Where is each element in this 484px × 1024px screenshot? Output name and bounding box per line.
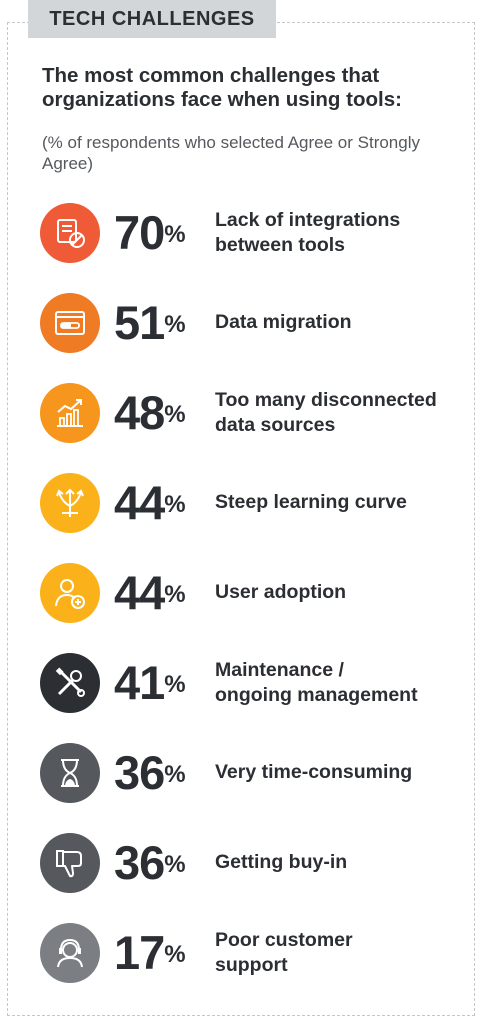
percent-number: 36 xyxy=(114,746,165,799)
challenge-row: 44% Steep learning curve xyxy=(0,470,484,540)
percent-sign: % xyxy=(164,671,186,698)
challenge-label: Data migration xyxy=(215,310,475,335)
challenge-label: Very time-consuming xyxy=(215,760,475,785)
bar-chart-trend-icon xyxy=(40,383,100,443)
percent-sign: % xyxy=(164,941,186,968)
percent-number: 41 xyxy=(114,656,165,709)
percent-sign: % xyxy=(164,761,186,788)
hourglass-icon xyxy=(40,743,100,803)
percent-value: 36% xyxy=(114,748,186,798)
challenge-label: Lack of integrations between tools xyxy=(215,208,475,258)
percent-sign: % xyxy=(164,851,186,878)
percent-value: 70% xyxy=(114,208,186,258)
percent-number: 51 xyxy=(114,296,165,349)
challenge-row: 51% Data migration xyxy=(0,290,484,360)
challenge-label-line: Maintenance / xyxy=(215,659,344,681)
challenge-row: 44% User adoption xyxy=(0,560,484,630)
thumbs-down-icon xyxy=(40,833,100,893)
challenge-label: Poor customer support xyxy=(215,928,475,978)
challenge-row: 48% Too many disconnected data sources xyxy=(0,380,484,450)
percent-number: 44 xyxy=(114,566,165,619)
percent-value: 44% xyxy=(114,478,186,528)
percent-value: 36% xyxy=(114,838,186,888)
challenge-row: 36% Getting buy-in xyxy=(0,830,484,900)
browser-progress-icon xyxy=(40,293,100,353)
challenge-label: Maintenance / ongoing management xyxy=(215,658,475,708)
challenge-row: 17% Poor customer support xyxy=(0,920,484,990)
challenge-label-line: Very time-consuming xyxy=(215,761,413,783)
percent-value: 48% xyxy=(114,388,186,438)
percent-sign: % xyxy=(164,311,186,338)
challenge-label-line: ongoing management xyxy=(215,684,418,706)
percent-value: 17% xyxy=(114,928,186,978)
add-user-icon xyxy=(40,563,100,623)
challenge-label: User adoption xyxy=(215,580,475,605)
percent-value: 51% xyxy=(114,298,186,348)
wrench-screwdriver-icon xyxy=(40,653,100,713)
challenge-label-line: Steep learning curve xyxy=(215,491,407,513)
challenge-label-line: Too many disconnected xyxy=(215,389,437,411)
intro-note: (% of respondents who selected Agree or … xyxy=(42,133,420,173)
percent-number: 70 xyxy=(114,206,165,259)
challenge-label-line: between tools xyxy=(215,234,346,256)
challenge-row: 70% Lack of integrations between tools xyxy=(0,200,484,270)
challenge-row: 36% Very time-consuming xyxy=(0,740,484,810)
percent-number: 44 xyxy=(114,476,165,529)
percent-value: 41% xyxy=(114,658,186,708)
challenge-row: 41% Maintenance / ongoing management xyxy=(0,650,484,720)
section-tag: TECH CHALLENGES xyxy=(28,0,276,38)
challenge-label-line: Poor customer xyxy=(215,929,353,951)
percent-sign: % xyxy=(164,221,186,248)
challenge-label-line: Getting buy-in xyxy=(215,851,348,873)
percent-number: 36 xyxy=(114,836,165,889)
percent-sign: % xyxy=(164,491,186,518)
server-blocked-icon xyxy=(40,203,100,263)
percent-number: 17 xyxy=(114,926,165,979)
percent-sign: % xyxy=(164,401,186,428)
challenge-label-line: Lack of integrations xyxy=(215,209,401,231)
challenge-label: Too many disconnected data sources xyxy=(215,388,475,438)
challenge-label-line: User adoption xyxy=(215,581,347,603)
challenge-label: Steep learning curve xyxy=(215,490,475,515)
intro-title: The most common challenges that organiza… xyxy=(42,64,402,111)
challenge-label: Getting buy-in xyxy=(215,850,475,875)
percent-number: 48 xyxy=(114,386,165,439)
percent-value: 44% xyxy=(114,568,186,618)
challenge-label-line: Data migration xyxy=(215,311,352,333)
challenge-label-line: data sources xyxy=(215,414,336,436)
diverging-arrows-icon xyxy=(40,473,100,533)
support-agent-icon xyxy=(40,923,100,983)
challenge-label-line: support xyxy=(215,954,288,976)
percent-sign: % xyxy=(164,581,186,608)
